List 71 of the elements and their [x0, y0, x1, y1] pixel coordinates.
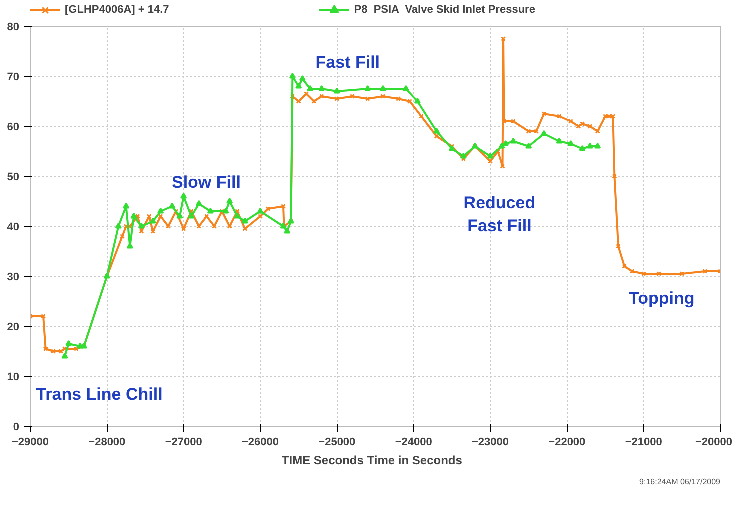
point	[460, 152, 467, 159]
point	[502, 140, 510, 146]
y-tick-label: 0	[13, 422, 20, 434]
y-tick-label: 50	[7, 172, 20, 184]
point	[498, 142, 506, 149]
y-tick-label: 80	[7, 22, 20, 34]
point	[130, 212, 138, 219]
point	[226, 198, 234, 204]
x-tick-label: −28000	[88, 436, 126, 448]
point	[284, 228, 291, 234]
point	[510, 138, 517, 144]
point	[150, 218, 156, 224]
point	[180, 192, 188, 199]
y-tick-label: 30	[7, 272, 20, 284]
point	[594, 142, 602, 149]
point	[66, 340, 72, 346]
x-tick-label: −27000	[165, 436, 202, 448]
point	[234, 212, 241, 219]
point	[402, 85, 410, 92]
y-tick-label: 60	[7, 122, 20, 134]
point	[526, 142, 532, 149]
x-tick-label: −29000	[12, 436, 50, 448]
x-tick-label: −22000	[548, 436, 586, 448]
point	[176, 212, 184, 219]
annotation: Reduced Fast Fill	[464, 194, 536, 236]
point	[158, 208, 164, 214]
point	[207, 208, 214, 214]
point	[296, 82, 302, 89]
point	[138, 222, 145, 229]
y-tick-label: 10	[7, 372, 20, 384]
point	[556, 138, 563, 144]
point	[222, 208, 230, 214]
point	[169, 202, 176, 209]
point	[62, 352, 68, 359]
point	[380, 85, 386, 92]
point	[334, 88, 340, 94]
text: 9:16:24AM 06/17/2009	[640, 478, 722, 486]
point	[123, 202, 130, 209]
point	[579, 145, 586, 152]
point	[586, 142, 594, 149]
x-tick-label: −26000	[242, 436, 280, 448]
point	[188, 212, 195, 219]
legend-label: [GLHP4006A] + 14.7	[65, 4, 170, 16]
point	[318, 85, 326, 92]
x-tick-label: −23000	[472, 436, 510, 448]
annotation: Fast Fill	[316, 53, 380, 72]
x-tick-label: −20000	[695, 436, 733, 448]
point	[568, 140, 574, 146]
y-tick-label: 40	[7, 222, 20, 234]
point	[289, 72, 296, 79]
point	[487, 152, 494, 159]
annotation: Slow Fill	[172, 173, 241, 192]
y-tick-label: 20	[7, 322, 20, 334]
x-tick-label: −25000	[318, 436, 356, 448]
point	[540, 130, 548, 136]
x-axis-title: TIME Seconds Time in Seconds	[282, 454, 463, 468]
point	[299, 75, 306, 82]
point	[434, 128, 440, 134]
point	[257, 208, 264, 214]
x-tick-label: −21000	[625, 436, 662, 448]
point	[307, 85, 314, 92]
point	[364, 85, 372, 92]
point	[242, 218, 248, 224]
point	[196, 200, 202, 206]
x-tick-label: −24000	[395, 436, 432, 448]
point	[115, 222, 122, 229]
y-tick-label: 70	[7, 72, 20, 84]
annotation: Trans Line Chill	[36, 385, 163, 404]
legend-label: P8 PSIA Valve Skid Inlet Pressure	[354, 4, 536, 16]
annotation: Topping	[628, 289, 695, 308]
point	[414, 98, 421, 104]
